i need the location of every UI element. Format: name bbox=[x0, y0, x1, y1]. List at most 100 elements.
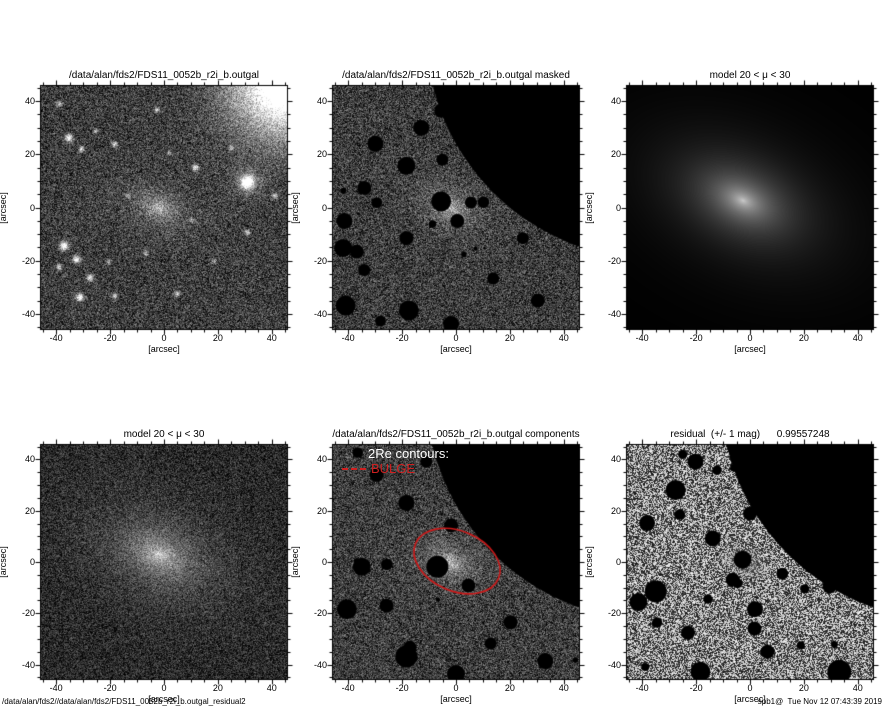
y-tick-label: 40 bbox=[24, 454, 35, 465]
x-tick-label: 0 bbox=[161, 683, 167, 693]
y-tick-label: 0 bbox=[615, 202, 621, 213]
panel-observed-masked: /data/alan/fds2/FDS11_0052b_r2i_b.outgal… bbox=[290, 70, 588, 354]
x-tick-label: -40 bbox=[49, 333, 63, 343]
panel-title: /data/alan/fds2/FDS11_0052b_r2i_b.outgal… bbox=[342, 70, 570, 81]
y-tick-label: -40 bbox=[607, 309, 621, 320]
user-timestamp: spb1@ Tue Nov 12 07:43:39 2019 bbox=[757, 697, 882, 706]
x-axis-label: [arcsec] bbox=[734, 344, 766, 354]
y-axis-label: [arcsec] bbox=[582, 444, 596, 680]
contour-legend-row: BULGE bbox=[342, 461, 449, 476]
components-image-canvas bbox=[324, 436, 588, 688]
y-axis-label-text: [arcsec] bbox=[0, 191, 9, 224]
y-axis-label-text: [arcsec] bbox=[0, 546, 9, 578]
y-axis-label: [arcsec] bbox=[0, 444, 10, 680]
x-tick-label: -20 bbox=[103, 683, 117, 693]
model-image-canvas bbox=[618, 77, 882, 338]
y-tick-label: -20 bbox=[313, 608, 327, 619]
x-tick-label: 20 bbox=[504, 683, 515, 693]
x-tick-label: 40 bbox=[852, 333, 863, 343]
y-axis-label-text: [arcsec] bbox=[584, 191, 595, 224]
x-tick-label: 20 bbox=[504, 333, 515, 343]
contour-legend: 2Re contours: BULGE bbox=[342, 446, 449, 476]
y-axis-label-text: [arcsec] bbox=[290, 546, 301, 578]
panel-title: residual (+/- 1 mag) 0.99557248 bbox=[670, 429, 830, 440]
x-tick-label: 20 bbox=[798, 333, 809, 343]
masked-image-canvas bbox=[324, 77, 588, 338]
x-tick-label: -20 bbox=[103, 333, 117, 343]
x-axis-label: [arcsec] bbox=[440, 694, 472, 704]
y-tick-label: 0 bbox=[321, 557, 327, 567]
x-tick-label: -20 bbox=[689, 333, 703, 343]
y-tick-label: 0 bbox=[29, 557, 35, 567]
x-tick-label: -20 bbox=[395, 333, 409, 343]
y-tick-label: 20 bbox=[316, 505, 327, 516]
y-tick-label: 40 bbox=[316, 95, 327, 106]
y-tick-label: 0 bbox=[29, 202, 35, 213]
x-tick-label: -40 bbox=[341, 683, 355, 693]
panel-observed: /data/alan/fds2/FDS11_0052b_r2i_b.outgal… bbox=[0, 70, 296, 354]
y-tick-label: 20 bbox=[610, 149, 621, 160]
x-tick-label: 0 bbox=[453, 683, 459, 693]
y-tick-label: 20 bbox=[610, 505, 621, 516]
y-tick-label: -40 bbox=[313, 309, 327, 320]
y-tick-label: 40 bbox=[610, 454, 621, 465]
x-axis-label: [arcsec] bbox=[148, 344, 180, 354]
contour-legend-title: 2Re contours: bbox=[368, 446, 449, 461]
y-tick-label: -20 bbox=[21, 608, 35, 619]
x-tick-label: 20 bbox=[798, 683, 809, 693]
x-tick-label: 40 bbox=[266, 333, 277, 343]
model-noise-image-canvas bbox=[32, 436, 296, 688]
bulge-contour-dash-icon bbox=[342, 467, 366, 470]
panel-residual: residual (+/- 1 mag) 0.99557248 [arcsec]… bbox=[584, 429, 882, 704]
y-tick-label: -20 bbox=[607, 255, 621, 266]
y-axis-label-text: [arcsec] bbox=[290, 191, 301, 224]
x-tick-label: 0 bbox=[453, 333, 459, 343]
observed-image-canvas bbox=[32, 77, 296, 338]
y-axis-label: [arcsec] bbox=[288, 85, 302, 330]
y-tick-label: -20 bbox=[607, 608, 621, 619]
x-axis-label: [arcsec] bbox=[148, 694, 180, 704]
x-tick-label: 40 bbox=[558, 333, 569, 343]
x-tick-label: -40 bbox=[49, 683, 63, 693]
y-tick-label: -40 bbox=[313, 659, 327, 670]
y-tick-label: 40 bbox=[24, 95, 35, 106]
y-tick-label: -20 bbox=[21, 255, 35, 266]
y-tick-label: 20 bbox=[24, 149, 35, 160]
x-tick-label: 20 bbox=[212, 333, 223, 343]
y-tick-label: 20 bbox=[24, 505, 35, 516]
y-axis-label: [arcsec] bbox=[582, 85, 596, 330]
panel-title: /data/alan/fds2/FDS11_0052b_r2i_b.outgal… bbox=[332, 429, 580, 440]
panel-model-smooth: model 20 < μ < 30 [arcsec] [arcsec] -40 -… bbox=[584, 70, 882, 354]
y-tick-label: -40 bbox=[21, 309, 35, 320]
panel-title: model 20 < μ < 30 bbox=[123, 429, 205, 440]
x-tick-label: 0 bbox=[747, 333, 753, 343]
x-tick-label: 40 bbox=[266, 683, 277, 693]
panel-model-noise: model 20 < μ < 30 [arcsec] [arcsec] -40 -… bbox=[0, 429, 296, 704]
x-tick-label: 40 bbox=[558, 683, 569, 693]
panel-components: /data/alan/fds2/FDS11_0052b_r2i_b.outgal… bbox=[290, 429, 588, 704]
y-axis-label-text: [arcsec] bbox=[584, 546, 595, 578]
x-tick-label: -20 bbox=[689, 683, 703, 693]
x-tick-label: 0 bbox=[161, 333, 167, 343]
panel-title: model 20 < μ < 30 bbox=[709, 70, 791, 81]
x-tick-label: -20 bbox=[395, 683, 409, 693]
y-tick-label: 0 bbox=[321, 202, 327, 213]
x-tick-label: 40 bbox=[852, 683, 863, 693]
x-tick-label: 0 bbox=[747, 683, 753, 693]
y-tick-label: 40 bbox=[316, 454, 327, 465]
y-tick-label: -20 bbox=[313, 255, 327, 266]
y-tick-label: -40 bbox=[21, 659, 35, 670]
panel-title: /data/alan/fds2/FDS11_0052b_r2i_b.outgal bbox=[69, 70, 259, 81]
x-tick-label: -40 bbox=[635, 333, 649, 343]
residual-file-path: /data/alan/fds2//data/alan/fds2/FDS11_00… bbox=[2, 697, 246, 706]
y-tick-label: -40 bbox=[607, 659, 621, 670]
y-axis-label: [arcsec] bbox=[0, 85, 10, 330]
y-axis-label: [arcsec] bbox=[288, 444, 302, 680]
x-axis-label: [arcsec] bbox=[440, 344, 472, 354]
y-tick-label: 0 bbox=[615, 557, 621, 567]
x-tick-label: -40 bbox=[635, 683, 649, 693]
y-tick-label: 40 bbox=[610, 95, 621, 106]
x-tick-label: -40 bbox=[341, 333, 355, 343]
x-tick-label: 20 bbox=[212, 683, 223, 693]
residual-image-canvas bbox=[618, 436, 882, 688]
